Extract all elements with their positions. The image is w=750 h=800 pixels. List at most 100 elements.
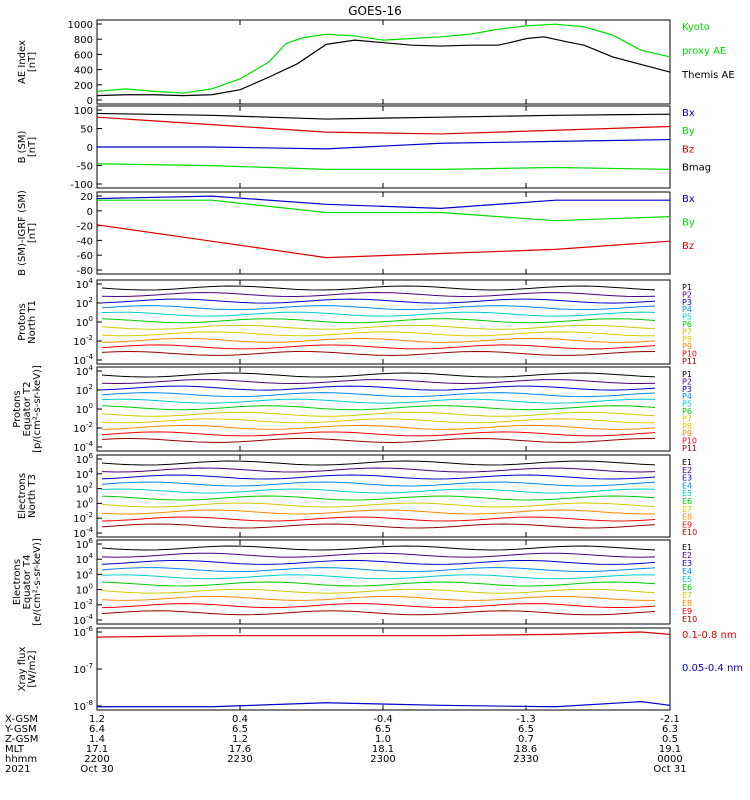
y-tick-label: 100 <box>76 315 93 329</box>
series-line <box>101 298 656 304</box>
series-line <box>101 344 656 350</box>
y-tick-label: -100 <box>70 180 93 191</box>
x-tick-value: 17.1 <box>86 744 108 755</box>
y-tick-label: 102 <box>76 567 93 581</box>
series-line <box>101 474 656 480</box>
x-tick-value: 6.5 <box>518 724 534 735</box>
x-tick-value: 6.5 <box>232 724 248 735</box>
series-line <box>101 481 656 487</box>
panel-protons_t1: 104 102 100 10-2 10-4 ProtonsNorth T1 P1P2P3P4… <box>17 277 697 367</box>
y-tick-label: 100 <box>74 106 93 117</box>
y-tick-label: 10-7 <box>73 662 93 676</box>
x-tick-value: 0000 <box>657 754 682 765</box>
series-line <box>101 337 656 343</box>
panel-protons_t2: 104 102 100 10-2 10-4 ProtonsEquator T2[p/(cm… <box>12 364 697 454</box>
x-tick-value: 19.1 <box>659 744 681 755</box>
series-line <box>101 588 656 594</box>
y-tick-label: -60 <box>77 251 93 262</box>
legend-entry: E6 <box>682 497 692 506</box>
series-line <box>101 603 656 609</box>
y-tick-label: 10-2 <box>73 598 93 612</box>
y-tick-label: 102 <box>76 482 93 496</box>
series-line <box>96 631 671 638</box>
series-line <box>101 574 656 580</box>
y-tick-label: 102 <box>76 296 93 310</box>
y-tick-label: 50 <box>80 125 93 136</box>
legend-entry: P1 <box>682 370 692 379</box>
legend-entry: P8 <box>682 335 692 344</box>
x-tick-value: -0.4 <box>373 714 393 725</box>
legend-entry: P7 <box>682 414 692 423</box>
legend-entry: E4 <box>682 481 692 490</box>
y-tick-label: 10-4 <box>73 526 93 540</box>
legend-entry: P3 <box>682 385 692 394</box>
series-line <box>101 610 656 616</box>
series-line <box>101 379 656 385</box>
series-line <box>96 116 671 135</box>
legend-entry: P6 <box>682 320 692 329</box>
series-line <box>101 559 656 565</box>
panel-frame <box>96 191 671 275</box>
x-row-label: 2021 <box>5 764 30 775</box>
panel-frame <box>96 627 671 711</box>
y-axis-label: B (SM)[nT] <box>17 130 38 163</box>
x-tick-value: 6.3 <box>662 724 678 735</box>
y-tick-label: 0 <box>87 143 93 154</box>
series-line <box>97 199 671 222</box>
y-tick-label: -40 <box>77 236 93 247</box>
series-line <box>101 437 656 443</box>
y-axis-label: B (SM)-IGRF (SM)[nT] <box>17 190 38 276</box>
x-tick-value: 1.2 <box>232 734 248 745</box>
y-tick-label: 10-4 <box>73 440 93 454</box>
series-line <box>101 516 656 522</box>
series-line <box>101 318 656 324</box>
legend-entry: Bx <box>682 194 695 205</box>
legend-entry: P10 <box>682 437 697 446</box>
x-tick-value: 2330 <box>513 754 538 765</box>
series-line <box>101 331 656 337</box>
series-line <box>96 195 670 210</box>
legend-entry: P2 <box>682 377 692 386</box>
panel-b_sm: 100 50 0 -50 -100 B (SM)[nT] Bx By Bz Bmag <box>17 105 711 191</box>
series-line <box>101 552 656 558</box>
legend-entry: E9 <box>682 607 692 616</box>
legend-entry: E5 <box>682 489 692 498</box>
legend-entry: Bx <box>682 108 695 119</box>
x-tick-value: 18.6 <box>515 744 537 755</box>
y-tick-label: 106 <box>76 537 94 551</box>
series-line <box>101 509 656 515</box>
x-tick-value: 1.4 <box>89 734 105 745</box>
x-tick-value: -1.3 <box>516 714 536 725</box>
legend-entry: P9 <box>682 342 692 351</box>
y-tick-label: 10-4 <box>73 613 93 627</box>
x-tick-value: Oct 31 <box>653 764 686 775</box>
x-row-label: hhmm <box>5 754 37 765</box>
x-tick-value: 0.5 <box>662 734 678 745</box>
legend-entry: E7 <box>682 591 692 600</box>
legend-entry: E1 <box>682 458 692 467</box>
legend-entry: P3 <box>682 298 692 307</box>
series-line <box>101 350 656 356</box>
series-line <box>101 292 656 298</box>
y-tick-label: 104 <box>76 552 94 566</box>
series-line <box>97 138 671 150</box>
series-line <box>101 545 656 551</box>
y-axis-label: ProtonsEquator T2[p/(cm²-s-sr-keV)] <box>12 365 43 453</box>
legend-entry: E8 <box>682 599 692 608</box>
series-line <box>96 36 671 97</box>
x-tick-value: 1.2 <box>89 714 105 725</box>
series-line <box>101 567 656 573</box>
x-tick-value: 2200 <box>84 754 109 765</box>
x-row-label: Z-GSM <box>5 734 38 745</box>
series-line <box>97 701 671 708</box>
legend-entry: E9 <box>682 520 692 529</box>
series-line <box>101 285 656 291</box>
legend-entry: 0.05-0.4 nm <box>682 663 743 674</box>
y-tick-label: 200 <box>74 81 93 92</box>
y-axis-label: Xray flux[W/m2] <box>17 647 38 692</box>
legend-entry: P2 <box>682 290 692 299</box>
x-axis-group: X-GSMY-GSMZ-GSMMLThhmm20211.26.41.417.12… <box>4 714 687 775</box>
series-line <box>101 488 656 494</box>
legend-entry: Bz <box>682 144 694 155</box>
